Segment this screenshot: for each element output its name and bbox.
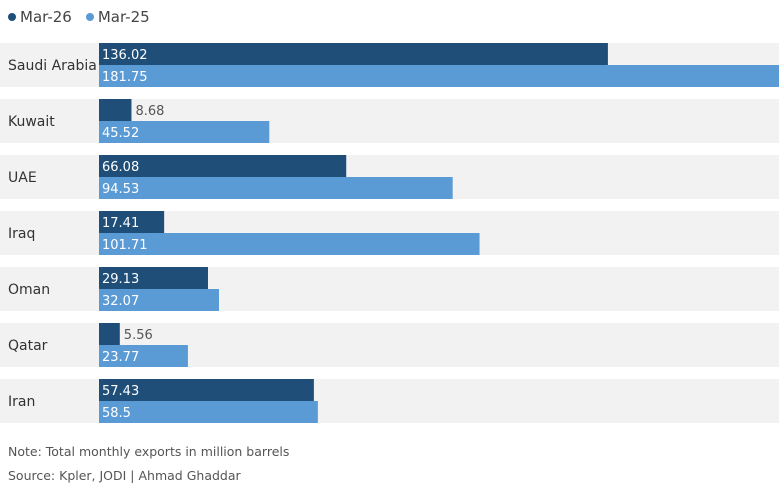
bar-iran-mar25: [99, 401, 318, 423]
legend-item-mar25: Mar-25: [85, 8, 150, 26]
data-label-iraq-mar25: 101.71: [102, 238, 148, 253]
bar-qatar-mar26: [99, 323, 120, 345]
data-label-iraq-mar26: 17.41: [102, 216, 139, 231]
category-label-saudi-arabia: Saudi Arabia: [8, 58, 97, 74]
data-label-qatar-mar26: 5.56: [124, 328, 153, 343]
data-label-uae-mar26: 66.08: [102, 160, 139, 175]
data-label-kuwait-mar25: 45.52: [102, 126, 139, 141]
data-label-saudi-arabia-mar26: 136.02: [102, 48, 148, 63]
bar-uae-mar25: [99, 177, 453, 199]
data-label-iran-mar26: 57.43: [102, 384, 139, 399]
legend-label-mar25: Mar-25: [97, 8, 150, 26]
chart-note: Note: Total monthly exports in million b…: [8, 444, 290, 459]
data-label-oman-mar26: 29.13: [102, 272, 139, 287]
category-label-oman: Oman: [8, 282, 50, 298]
legend-dot-mar26: [8, 13, 16, 21]
bar-iraq-mar25: [99, 233, 480, 255]
bar-kuwait-mar25: [99, 121, 270, 143]
category-label-iraq: Iraq: [8, 226, 35, 242]
bar-uae-mar26: [99, 155, 347, 177]
bar-saudi-arabia-mar25: [99, 65, 779, 87]
data-label-saudi-arabia-mar25: 181.75: [102, 70, 148, 85]
data-label-kuwait-mar26: 8.68: [135, 104, 164, 119]
data-label-qatar-mar25: 23.77: [102, 350, 139, 365]
category-label-iran: Iran: [8, 394, 35, 410]
legend-item-mar26: Mar-26: [8, 8, 72, 26]
bar-iraq-mar26: [99, 211, 165, 233]
legend-label-mar26: Mar-26: [20, 8, 72, 26]
bar-saudi-arabia-mar26: [99, 43, 608, 65]
category-label-uae: UAE: [8, 170, 37, 186]
chart-source: Source: Kpler, JODI | Ahmad Ghaddar: [8, 468, 241, 483]
category-label-qatar: Qatar: [8, 338, 48, 354]
data-label-uae-mar25: 94.53: [102, 182, 139, 197]
category-label-kuwait: Kuwait: [8, 114, 55, 130]
bar-chart: Saudi Arabia 136.02 181.75 Kuwait 8.68 45.52 U…: [0, 43, 779, 423]
bar-qatar-mar25: [99, 345, 188, 367]
bar-oman-mar26: [99, 267, 208, 289]
bar-iran-mar26: [99, 379, 314, 401]
legend-dot-mar25: [85, 13, 94, 21]
data-label-oman-mar25: 32.07: [102, 294, 139, 309]
bar-oman-mar25: [99, 289, 219, 311]
bar-kuwait-mar26: [99, 99, 132, 121]
legend: Mar-26 Mar-25: [8, 6, 164, 28]
data-label-iran-mar25: 58.5: [102, 406, 131, 421]
